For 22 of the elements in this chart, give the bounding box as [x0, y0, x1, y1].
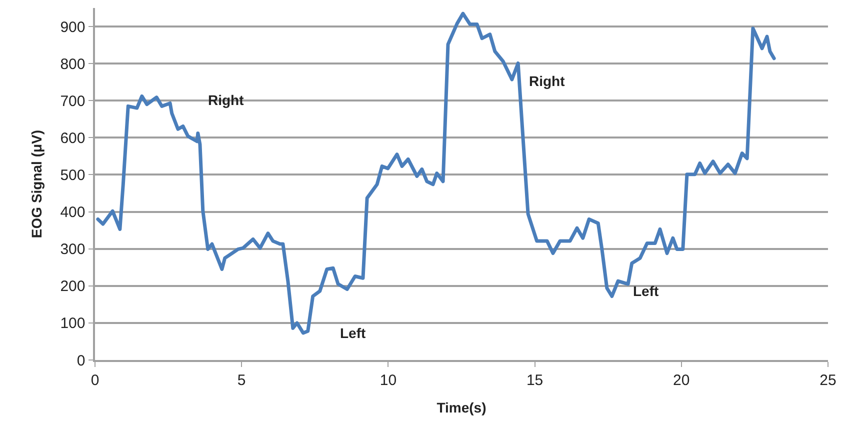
annotation: Left: [340, 325, 366, 341]
x-tick-label: 15: [526, 372, 544, 389]
y-tick-label: 600: [60, 130, 86, 147]
x-tick-label: 20: [673, 372, 690, 389]
annotation: Left: [633, 283, 659, 299]
y-tick-label: 700: [60, 92, 86, 110]
y-tick-label: 400: [60, 204, 86, 222]
annotation: Right: [208, 92, 244, 108]
x-tick-label: 10: [380, 372, 397, 389]
y-axis-title: EOG Signal (μV): [28, 130, 44, 238]
y-tick-label: 800: [60, 56, 86, 73]
y-tick-label: 0: [76, 352, 86, 370]
x-tick-label: 5: [237, 372, 246, 389]
annotation: Right: [529, 73, 566, 89]
y-tick-label: 300: [60, 241, 86, 258]
x-tick-label: 0: [90, 372, 100, 389]
y-tick-label: 900: [60, 18, 86, 36]
y-tick-label: 200: [60, 278, 86, 296]
x-tick-label: 25: [820, 372, 836, 389]
y-tick-label: 100: [60, 315, 86, 332]
x-axis-title: Time(s): [436, 400, 486, 416]
y-tick-label: 500: [60, 166, 86, 184]
